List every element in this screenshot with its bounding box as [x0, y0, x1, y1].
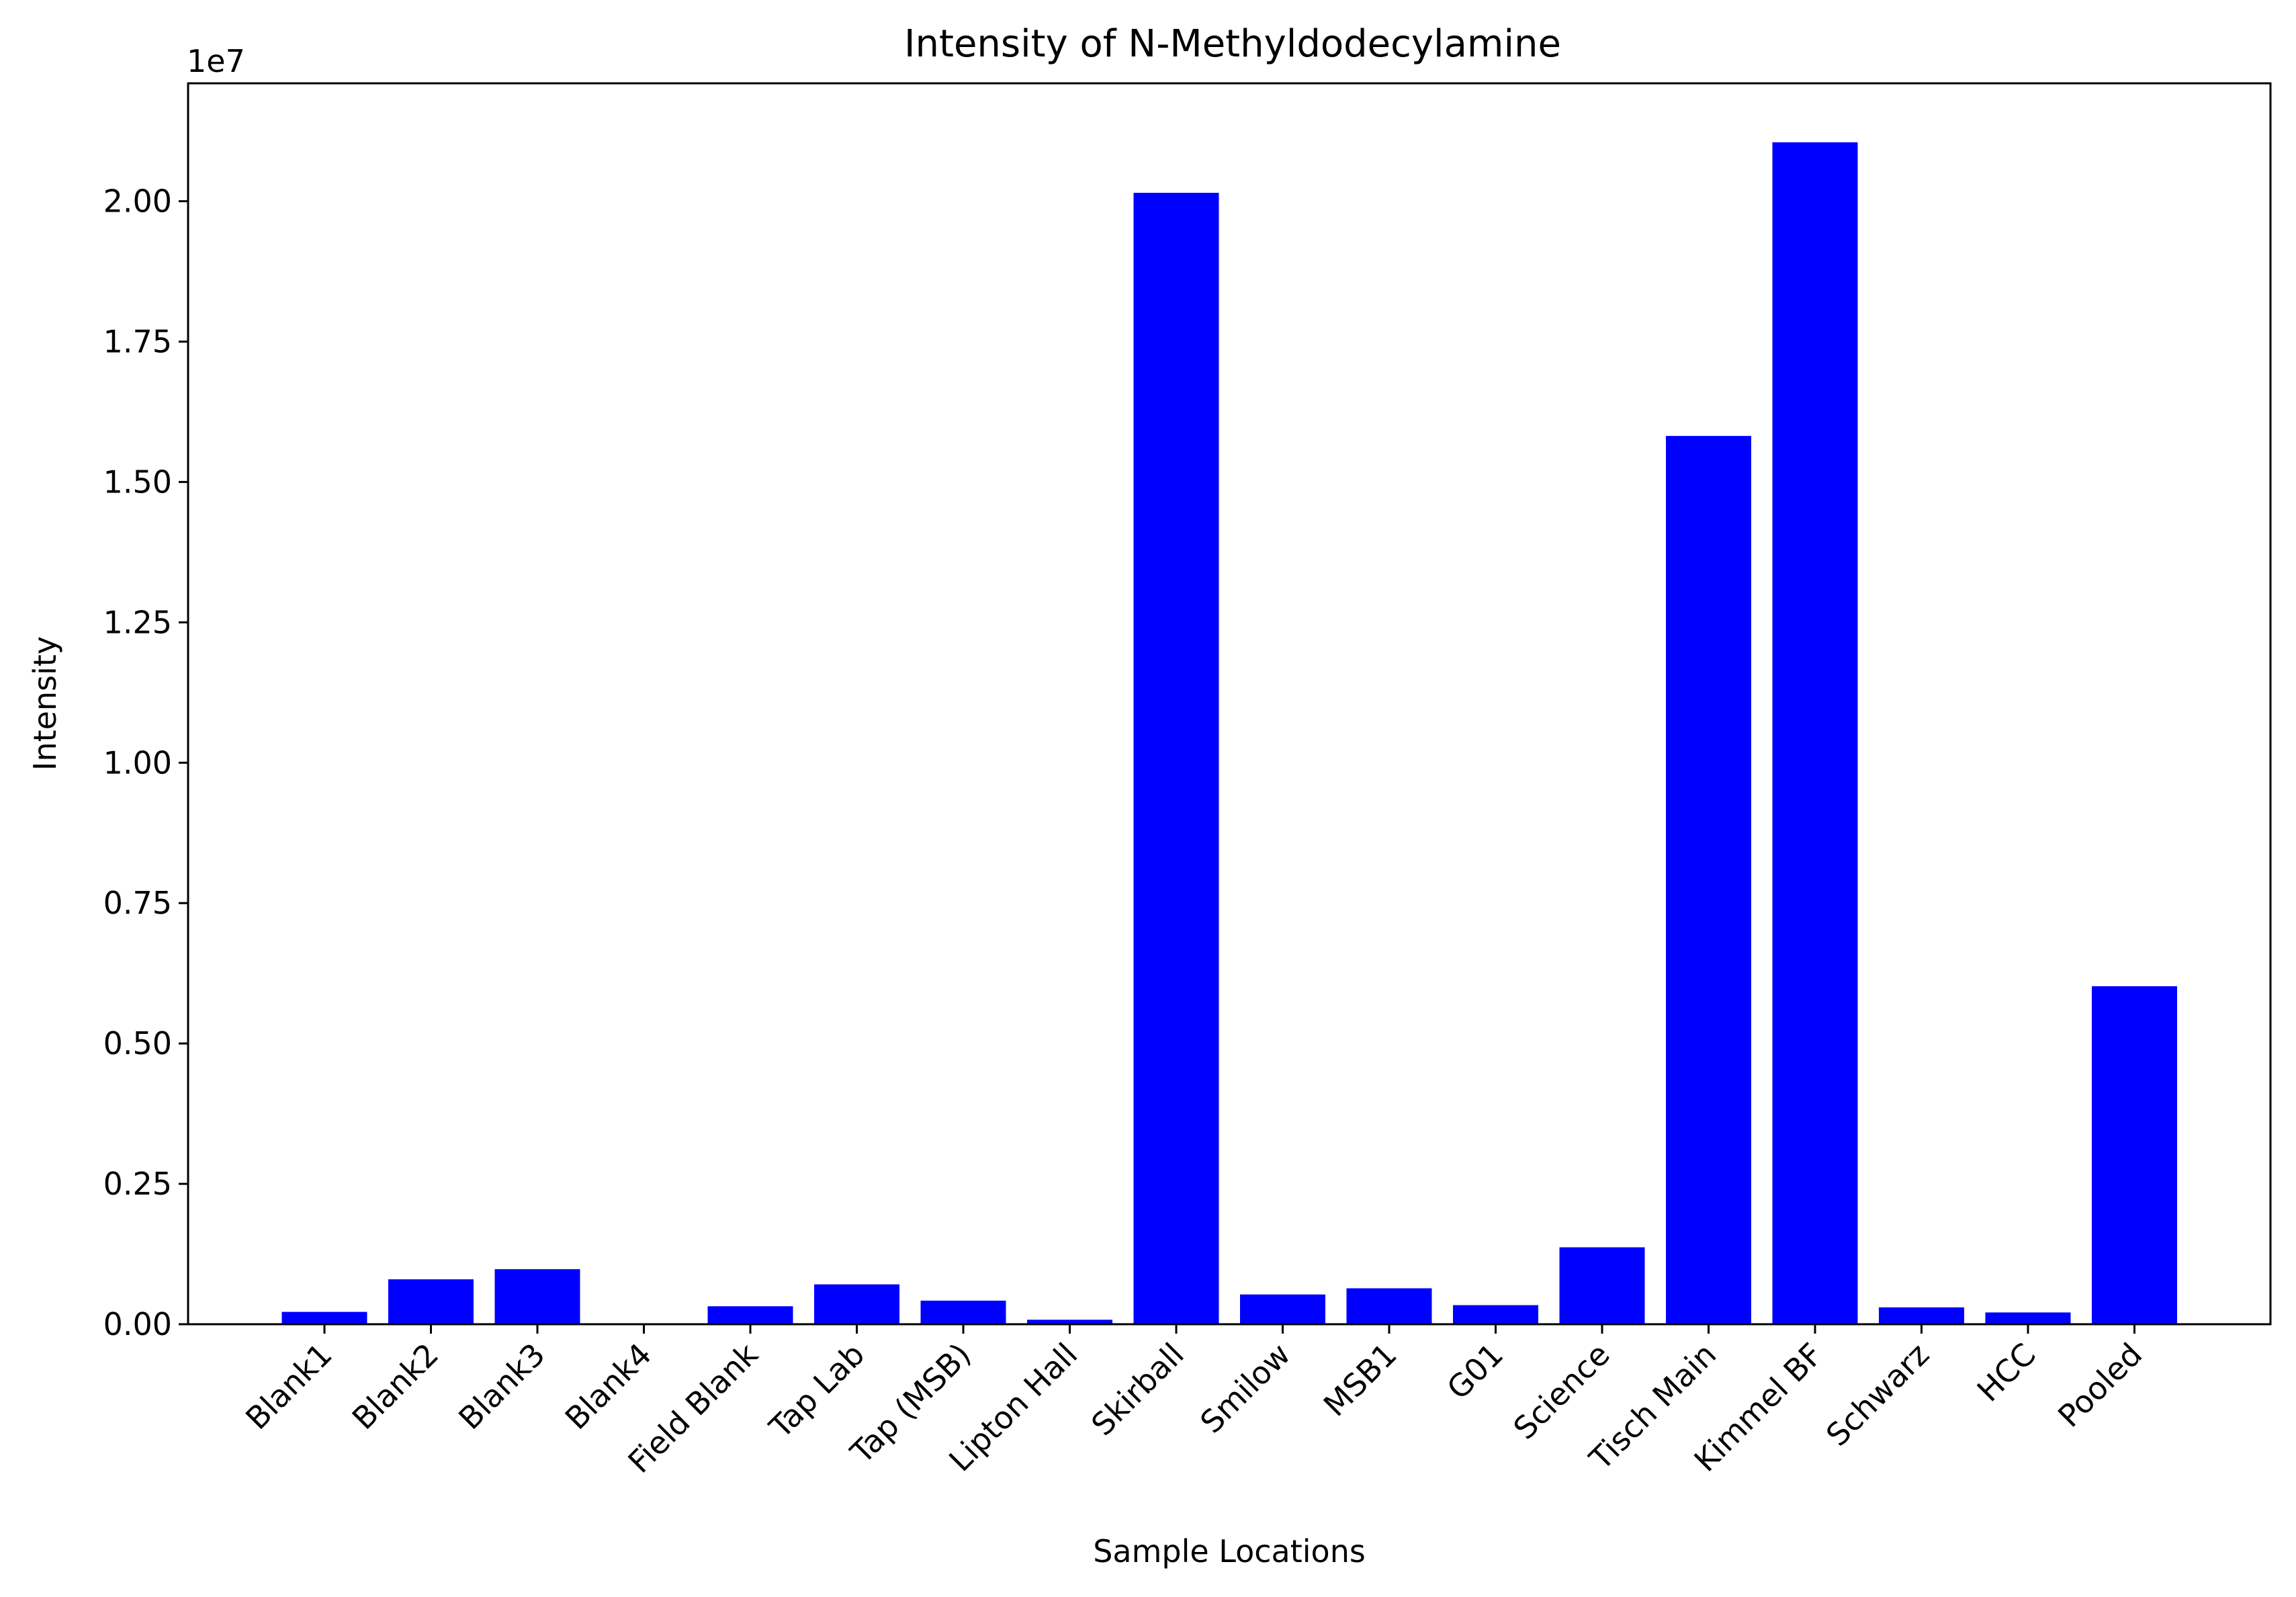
x-axis-label: Sample Locations: [1093, 1533, 1366, 1569]
y-tick-label: 0.75: [103, 885, 172, 921]
y-tick-label: 0.00: [103, 1306, 172, 1342]
y-axis-offset-label: 1e7: [187, 43, 245, 79]
bar-msb1: [1346, 1288, 1432, 1324]
y-tick-label: 1.75: [103, 323, 172, 359]
bar-field-blank: [707, 1306, 793, 1324]
bar-blank2: [388, 1279, 474, 1324]
y-axis-label: Intensity: [27, 636, 63, 771]
bar-blank1: [281, 1311, 367, 1324]
chart-title: Intensity of N-Methyldodecylamine: [904, 22, 1561, 66]
bar-lipton-hall: [1027, 1320, 1112, 1324]
bar-schwarz: [1879, 1307, 1964, 1324]
bar-g01: [1453, 1305, 1538, 1324]
bar-tap-lab: [814, 1284, 899, 1324]
y-tick-label: 0.25: [103, 1166, 172, 1202]
bar-science: [1559, 1247, 1645, 1324]
y-tick-label: 2.00: [103, 183, 172, 220]
bar-skirball: [1133, 192, 1219, 1324]
y-axis: 0.00 0.25 0.50 0.75 1.00 1.25 1.50 1.75 2.00: [103, 183, 188, 1342]
bar-tisch-main: [1666, 435, 1751, 1324]
y-tick-label: 1.50: [103, 464, 172, 500]
bars-group: [281, 142, 2177, 1324]
bar-pooled: [2092, 986, 2177, 1324]
bar-kimmel-bf: [1772, 142, 1858, 1324]
bar-tap-msb: [920, 1300, 1006, 1324]
bar-hcc: [1985, 1312, 2071, 1324]
bar-blank3: [494, 1269, 580, 1324]
bar-smilow: [1240, 1294, 1325, 1324]
y-tick-label: 1.00: [103, 744, 172, 781]
y-tick-label: 1.25: [103, 604, 172, 640]
y-tick-label: 0.50: [103, 1025, 172, 1062]
plot-frame: [187, 82, 2272, 1326]
